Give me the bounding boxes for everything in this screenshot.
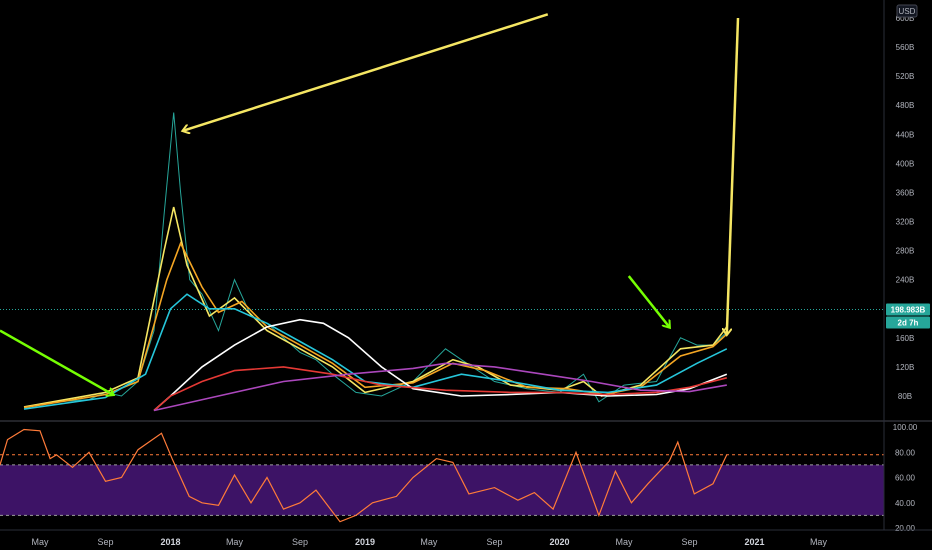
price-tick-label: 440B: [896, 130, 915, 139]
rsi-tick-label: 80.00: [895, 448, 916, 457]
rsi-series-group: [0, 428, 728, 523]
rsi-line: [0, 428, 728, 523]
price-tick-label: 240B: [896, 276, 915, 285]
countdown-badge: 2d 7h: [886, 316, 930, 329]
currency-badge[interactable]: USD: [896, 4, 918, 18]
time-scale[interactable]: May Sep 2018 May Sep 2019 May Sep 2020 May Sep 2021…: [31, 537, 827, 547]
rsi-tick-label: 100.00: [893, 423, 918, 432]
annotation-arrow-1[interactable]: [183, 13, 549, 130]
time-tick-label: May: [31, 537, 49, 547]
time-tick-label: 2019: [355, 537, 375, 547]
time-tick-label: 2018: [160, 537, 180, 547]
time-tick-label: 2021: [745, 537, 765, 547]
rsi-tick-label: 60.00: [895, 474, 916, 483]
time-tick-label: May: [615, 537, 633, 547]
time-tick-label: May: [226, 537, 244, 547]
rsi-tick-label: 40.00: [895, 499, 916, 508]
current-value-label: 198.983B: [891, 306, 926, 315]
price-tick-label: 360B: [896, 188, 915, 197]
time-tick-label: Sep: [97, 537, 113, 547]
annotations-group: [0, 13, 740, 395]
time-tick-label: 2020: [549, 537, 569, 547]
price-tick-label: 560B: [896, 43, 915, 52]
price-tick-label: 160B: [896, 334, 915, 343]
price-tick-label: 80B: [898, 392, 912, 401]
time-tick-label: May: [420, 537, 438, 547]
price-tick-label: 120B: [896, 363, 915, 372]
rsi-band: [0, 464, 884, 516]
price-scale[interactable]: 600B 560B 520B 480B 440B 400B 360B 320B 280B 240B…: [896, 14, 915, 401]
series-line-ema-long: [23, 293, 728, 410]
countdown-label: 2d 7h: [898, 319, 919, 328]
annotation-arrow-4[interactable]: [627, 275, 669, 327]
rsi-scale[interactable]: 100.00 80.00 60.00 40.00 20.00: [893, 423, 918, 533]
time-tick-label: May: [810, 537, 828, 547]
price-tick-label: 600B: [896, 14, 915, 23]
price-series-group: [23, 112, 728, 412]
series-line-ma-red: [153, 366, 727, 412]
price-tick-label: 520B: [896, 72, 915, 81]
price-tick-label: 320B: [896, 218, 915, 227]
annotation-arrow-3[interactable]: [0, 329, 113, 395]
price-tick-label: 280B: [896, 247, 915, 256]
series-line-price: [23, 112, 728, 408]
rsi-pane[interactable]: [0, 428, 884, 523]
current-value-badge: 198.983B: [886, 303, 930, 316]
series-line-ma-purple: [153, 362, 727, 412]
series-line-ma-200: [153, 318, 728, 412]
price-tick-label: 480B: [896, 101, 915, 110]
series-line-ema-short: [23, 206, 728, 408]
price-tick-label: 400B: [896, 159, 915, 168]
price-pane[interactable]: [0, 13, 884, 412]
time-tick-label: Sep: [682, 537, 698, 547]
annotation-arrow-2[interactable]: [727, 17, 740, 334]
time-tick-label: Sep: [486, 537, 502, 547]
rsi-tick-label: 20.00: [895, 524, 916, 533]
time-tick-label: Sep: [292, 537, 308, 547]
currency-label: USD: [899, 7, 916, 16]
